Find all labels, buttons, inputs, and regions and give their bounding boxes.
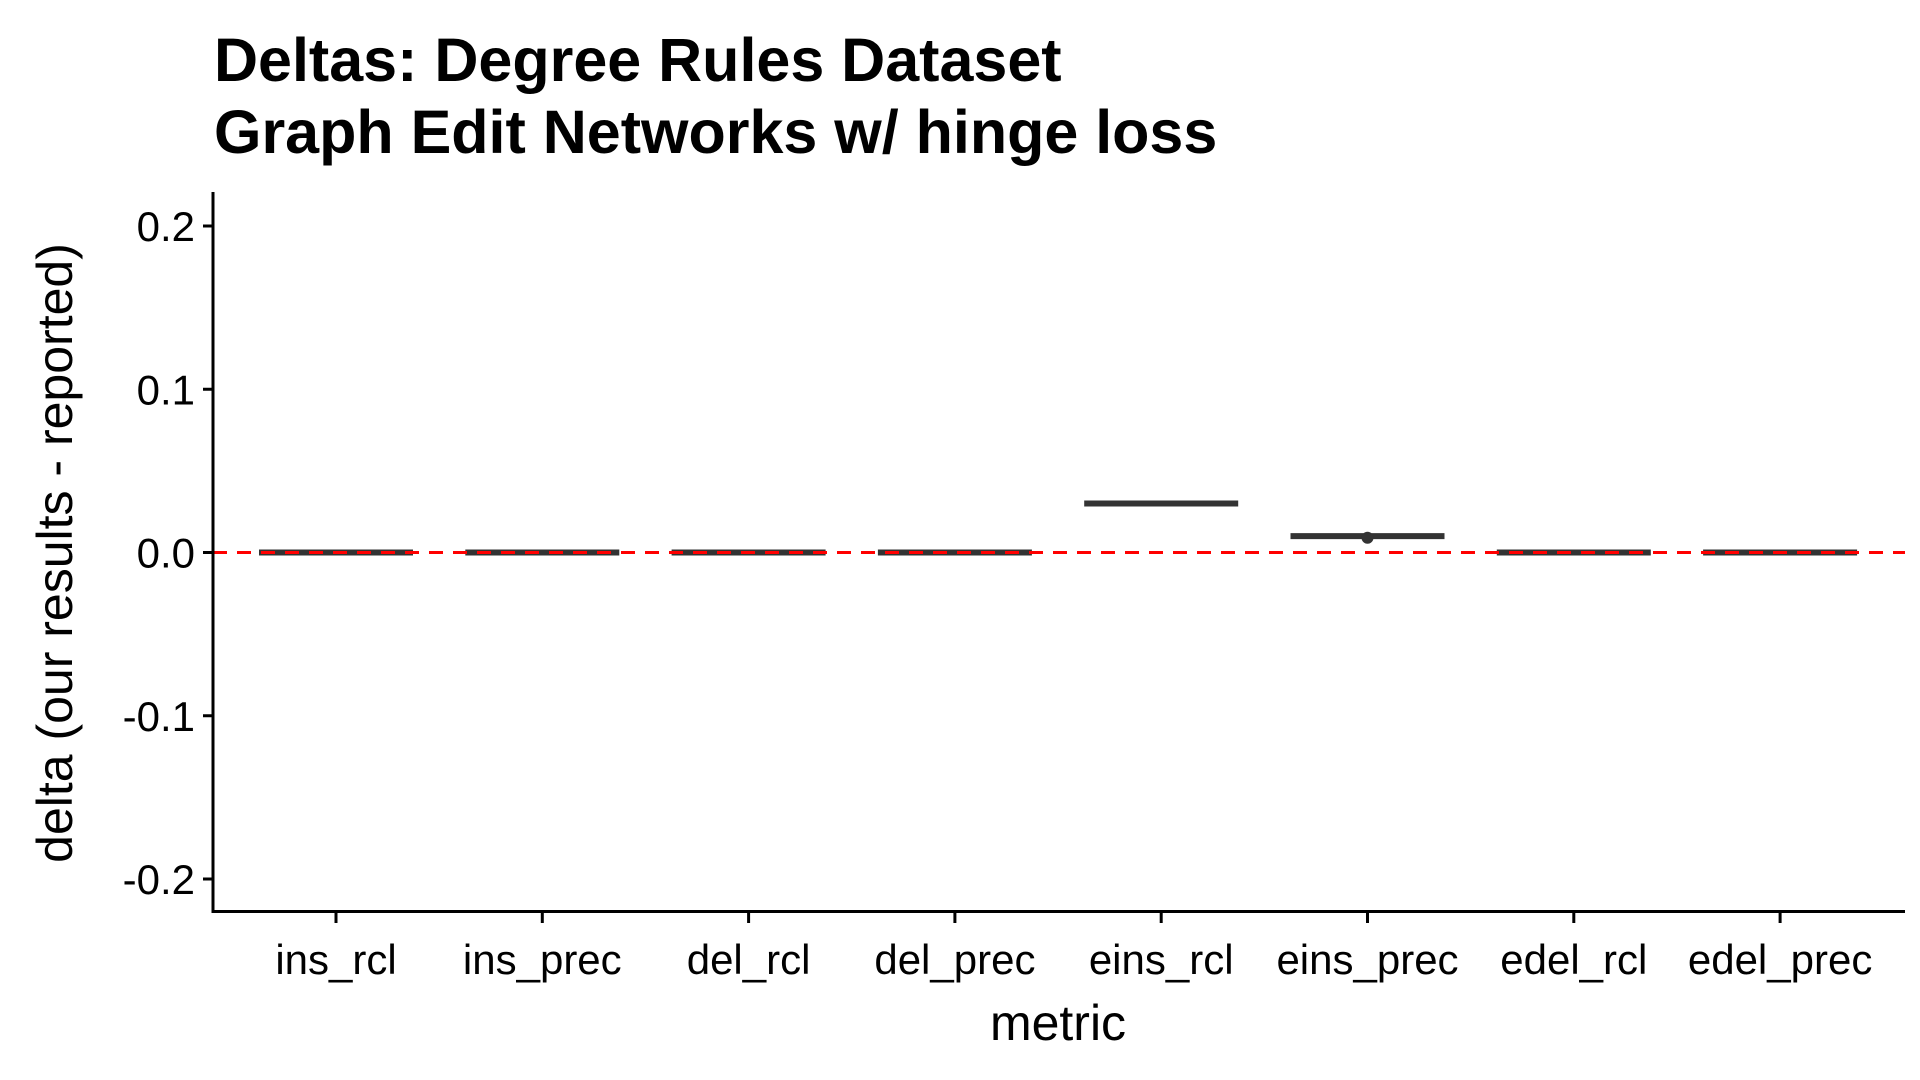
x-axis-title: metric	[990, 995, 1126, 1051]
plot-marks	[213, 500, 1905, 556]
y-axis-title: delta (our results - reported)	[27, 243, 83, 863]
x-tick-label: ins_rcl	[275, 936, 396, 983]
x-tick-label: eins_rcl	[1089, 936, 1234, 983]
x-tick-label: edel_prec	[1688, 936, 1872, 983]
x-tick-label: del_rcl	[687, 936, 811, 983]
chart-title-block: Deltas: Degree Rules Dataset Graph Edit …	[214, 24, 1217, 168]
x-axis-ticks: ins_rcl ins_prec del_rcl del_prec eins_rcl ei…	[275, 911, 1872, 983]
x-tick-label: del_prec	[874, 936, 1035, 983]
y-axis-ticks: 0.2 0.1 0.0 -0.1 -0.2	[123, 203, 213, 903]
y-tick-label: -0.2	[123, 856, 195, 903]
outlier-point-eins_prec	[1361, 531, 1374, 544]
chart-subtitle: Graph Edit Networks w/ hinge loss	[214, 98, 1218, 166]
x-tick-label: edel_rcl	[1500, 936, 1647, 983]
y-tick-label: 0.0	[137, 530, 195, 577]
y-tick-label: -0.1	[123, 693, 195, 740]
x-tick-label: eins_prec	[1276, 936, 1458, 983]
y-tick-label: 0.2	[137, 203, 195, 250]
x-tick-label: ins_prec	[463, 936, 622, 983]
chart-title: Deltas: Degree Rules Dataset	[214, 26, 1062, 94]
y-tick-label: 0.1	[137, 366, 195, 413]
